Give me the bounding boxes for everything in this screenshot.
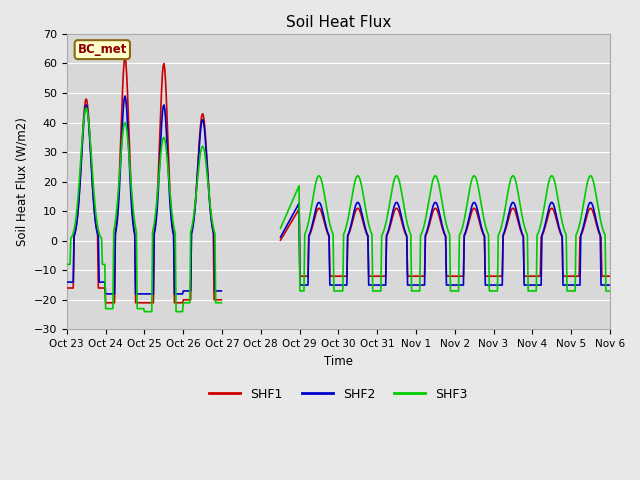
SHF2 <box>606 282 614 288</box>
SHF1 <box>151 224 159 230</box>
SHF1 <box>556 228 564 234</box>
SHF3 <box>78 137 86 143</box>
SHF1 <box>78 140 86 146</box>
SHF2 <box>63 279 70 285</box>
Line: SHF1: SHF1 <box>67 58 610 303</box>
SHF3 <box>63 262 70 267</box>
SHF3 <box>556 207 564 213</box>
SHF3 <box>208 215 216 220</box>
SHF2 <box>151 227 159 233</box>
X-axis label: Time: Time <box>324 355 353 368</box>
SHF2 <box>521 282 529 288</box>
Line: SHF2: SHF2 <box>67 96 610 294</box>
SHF2 <box>556 227 564 233</box>
SHF1 <box>63 285 70 291</box>
Legend: SHF1, SHF2, SHF3: SHF1, SHF2, SHF3 <box>204 383 472 406</box>
SHF1 <box>521 273 529 279</box>
SHF2 <box>78 144 86 150</box>
SHF1 <box>606 273 614 279</box>
SHF3 <box>521 226 529 231</box>
Text: BC_met: BC_met <box>77 43 127 56</box>
SHF3 <box>151 215 159 221</box>
SHF1 <box>208 219 216 225</box>
Y-axis label: Soil Heat Flux (W/m2): Soil Heat Flux (W/m2) <box>15 117 28 246</box>
Title: Soil Heat Flux: Soil Heat Flux <box>285 15 391 30</box>
SHF3 <box>606 288 614 294</box>
SHF2 <box>208 220 216 226</box>
Line: SHF3: SHF3 <box>67 108 610 312</box>
